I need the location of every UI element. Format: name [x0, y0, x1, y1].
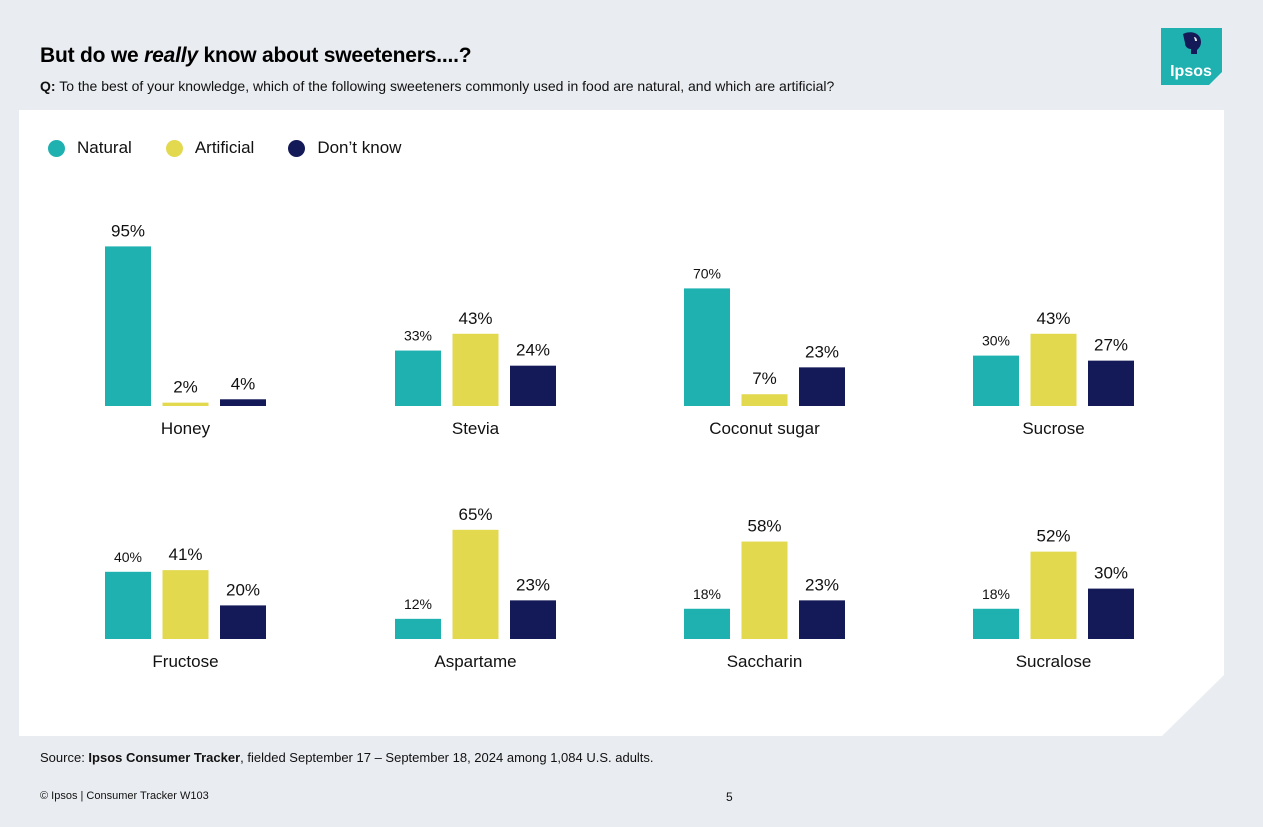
value-label-saccharin-artificial: 58%	[747, 517, 781, 536]
category-label-stevia: Stevia	[452, 419, 500, 438]
category-label-fructose: Fructose	[152, 652, 218, 671]
category-label-sucrose: Sucrose	[1022, 419, 1084, 438]
value-label-coconut-sugar-artificial: 7%	[752, 369, 777, 388]
chart-legend: Natural Artificial Don’t know	[48, 138, 435, 158]
value-label-sucrose-natural: 30%	[982, 333, 1010, 349]
bar-coconut-sugar-artificial	[741, 394, 788, 406]
legend-label-dont-know: Don’t know	[317, 138, 402, 157]
bar-aspartame-natural	[395, 618, 441, 639]
value-label-coconut-sugar-dont-know: 23%	[805, 342, 839, 361]
value-label-fructose-natural: 40%	[114, 549, 142, 565]
value-label-saccharin-natural: 18%	[693, 586, 721, 602]
legend-dot-natural	[48, 139, 65, 157]
bar-sucralose-artificial	[1030, 551, 1077, 639]
legend-artificial: Artificial	[165, 138, 255, 158]
bar-sucrose-artificial	[1030, 333, 1077, 406]
category-label-honey: Honey	[161, 419, 211, 438]
bar-honey-natural	[105, 246, 151, 406]
value-label-sucralose-dont-know: 30%	[1094, 564, 1128, 583]
legend-dont-know: Don’t know	[288, 138, 401, 158]
bar-fructose-dont-know	[220, 605, 266, 639]
value-label-fructose-dont-know: 20%	[226, 580, 260, 599]
bar-honey-artificial	[162, 402, 209, 406]
bar-sucralose-natural	[973, 608, 1019, 639]
category-label-coconut-sugar: Coconut sugar	[709, 419, 820, 438]
chart-panel	[19, 110, 1224, 736]
value-label-sucrose-dont-know: 27%	[1094, 336, 1128, 355]
value-label-stevia-natural: 33%	[404, 328, 432, 344]
logo-text: Ipsos	[1170, 63, 1212, 80]
value-label-sucralose-natural: 18%	[982, 586, 1010, 602]
bar-sucrose-dont-know	[1088, 360, 1134, 406]
value-label-sucrose-artificial: 43%	[1036, 309, 1070, 328]
page-title: But do we really know about sweeteners..…	[40, 44, 472, 67]
value-label-saccharin-dont-know: 23%	[805, 575, 839, 594]
value-label-honey-dont-know: 4%	[231, 374, 256, 393]
value-label-aspartame-artificial: 65%	[458, 505, 492, 524]
bar-coconut-sugar-natural	[684, 288, 730, 406]
logo-background	[1161, 28, 1222, 85]
bar-saccharin-natural	[684, 608, 730, 639]
source-note: Source: Ipsos Consumer Tracker, fielded …	[40, 750, 654, 765]
legend-label-natural: Natural	[77, 138, 132, 157]
survey-question: Q: To the best of your knowledge, which …	[40, 78, 835, 94]
bar-aspartame-artificial	[452, 529, 499, 639]
value-label-honey-artificial: 2%	[173, 378, 198, 397]
value-label-aspartame-dont-know: 23%	[516, 575, 550, 594]
ipsos-logo: Ipsos	[1161, 28, 1222, 85]
bar-fructose-artificial	[162, 570, 209, 639]
value-label-aspartame-natural: 12%	[404, 596, 432, 612]
page-number: 5	[726, 790, 733, 804]
logo-head-icon	[1183, 32, 1201, 54]
legend-natural: Natural	[48, 138, 132, 158]
bar-saccharin-artificial	[741, 541, 788, 639]
bar-stevia-dont-know	[510, 365, 556, 406]
bar-saccharin-dont-know	[799, 600, 845, 639]
value-label-fructose-artificial: 41%	[168, 545, 202, 564]
bar-stevia-natural	[395, 350, 441, 406]
bar-coconut-sugar-dont-know	[799, 367, 845, 406]
copyright-footer: © Ipsos | Consumer Tracker W103	[40, 790, 209, 802]
category-label-sucralose: Sucralose	[1016, 652, 1092, 671]
value-label-sucralose-artificial: 52%	[1036, 527, 1070, 546]
bar-stevia-artificial	[452, 333, 499, 406]
legend-dot-artificial	[165, 139, 183, 157]
category-label-aspartame: Aspartame	[434, 652, 516, 671]
bar-sucrose-natural	[973, 355, 1019, 406]
legend-label-artificial: Artificial	[194, 138, 255, 157]
value-label-stevia-dont-know: 24%	[516, 341, 550, 360]
value-label-honey-natural: 95%	[111, 221, 145, 240]
value-label-stevia-artificial: 43%	[458, 309, 492, 328]
value-label-coconut-sugar-natural: 70%	[693, 265, 721, 281]
legend-dot-dont-know	[288, 139, 306, 157]
bar-fructose-natural	[105, 571, 151, 639]
bar-honey-dont-know	[220, 399, 266, 406]
bar-aspartame-dont-know	[510, 600, 556, 639]
bar-sucralose-dont-know	[1088, 588, 1134, 639]
category-label-saccharin: Saccharin	[727, 652, 803, 671]
